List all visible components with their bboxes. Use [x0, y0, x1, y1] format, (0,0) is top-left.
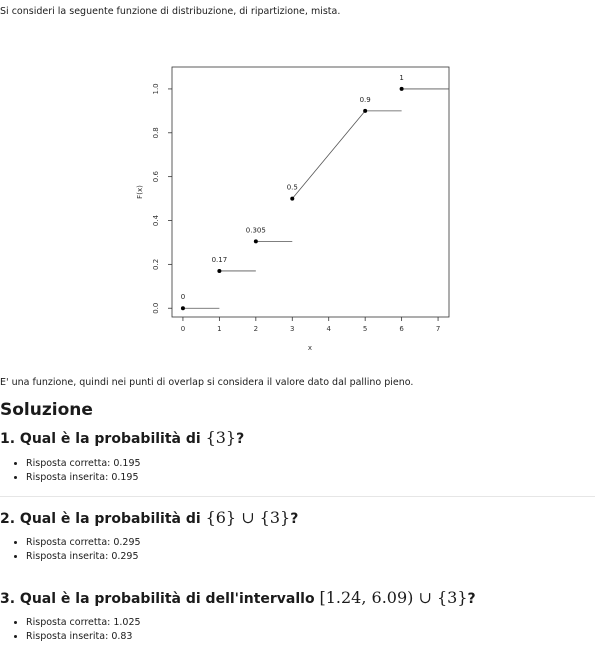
cdf-point-label-4: 0.9 [360, 96, 371, 104]
question-2-answers: Risposta corretta: 0.295 Risposta inseri… [0, 536, 141, 564]
x-tick-label-3: 3 [290, 325, 294, 333]
cdf-point-label-2: 0.305 [246, 226, 266, 234]
question-2-prefix: 2. Qual è la probabilità di [0, 511, 206, 527]
y-axis-label: F(x) [136, 185, 144, 199]
question-1-prefix: 1. Qual è la probabilità di [0, 431, 206, 447]
correct-answer-2: Risposta corretta: 0.295 [26, 536, 141, 550]
cdf-point-label-3: 0.5 [287, 184, 298, 192]
cdf-point-label-1: 0.17 [212, 256, 228, 264]
cdf-point-1 [217, 268, 222, 273]
question-1: 1. Qual è la probabilità di {3}? [0, 428, 244, 447]
plot-frame [171, 66, 450, 318]
y-tick-label-2: 0.4 [152, 214, 160, 226]
cdf-point-4 [363, 108, 368, 113]
cdf-point-3 [290, 196, 295, 201]
y-tick-label-3: 0.6 [152, 171, 160, 183]
correct-answer-3: Risposta corretta: 1.025 [26, 616, 141, 630]
question-2-suffix: ? [290, 511, 299, 527]
question-1-math: {3} [205, 428, 237, 447]
x-tick-label-2: 2 [254, 325, 258, 333]
given-answer-3: Risposta inserita: 0.83 [26, 630, 141, 644]
x-tick-label-5: 5 [363, 325, 367, 333]
question-3: 3. Qual è la probabilità di dell'interva… [0, 588, 476, 607]
correct-answer-1: Risposta corretta: 0.195 [26, 457, 141, 471]
question-2: 2. Qual è la probabilità di {6} ∪ {3}? [0, 508, 298, 527]
x-tick-label-4: 4 [326, 325, 331, 333]
y-tick-label-0: 0.0 [152, 303, 160, 314]
cdf-point-5 [399, 86, 404, 91]
x-tick-label-0: 0 [181, 325, 185, 333]
x-tick-label-7: 7 [436, 325, 440, 333]
y-tick-label-1: 0.2 [152, 259, 160, 270]
intro-text: Si consideri la seguente funzione di dis… [0, 6, 341, 17]
x-tick-label-1: 1 [217, 325, 221, 333]
cdf-point-label-0: 0 [181, 293, 185, 301]
question-3-math: [1.24, 6.09) ∪ {3} [319, 588, 468, 607]
note-text: E' una funzione, quindi nei punti di ove… [0, 377, 414, 388]
question-1-answers: Risposta corretta: 0.195 Risposta inseri… [0, 457, 141, 485]
cdf-point-2 [253, 239, 258, 244]
x-axis-label: x [308, 344, 312, 352]
cdf-point-label-5: 1 [399, 74, 403, 82]
question-3-answers: Risposta corretta: 1.025 Risposta inseri… [0, 616, 141, 644]
question-2-math: {6} ∪ {3} [205, 508, 291, 527]
cdf-chart: 0 1 2 3 4 5 6 7 0.0 0.2 0.4 0.6 0.8 1.0 0 0.17 0.305 0.5 0… [136, 66, 450, 352]
cdf-point-0 [180, 306, 185, 311]
question-3-suffix: ? [467, 591, 476, 607]
given-answer-1: Risposta inserita: 0.195 [26, 471, 141, 485]
question-1-suffix: ? [236, 431, 245, 447]
y-tick-label-5: 1.0 [152, 83, 160, 94]
question-3-prefix: 3. Qual è la probabilità di dell'interva… [0, 591, 320, 607]
x-tick-label-6: 6 [399, 325, 404, 333]
solution-title: Soluzione [0, 400, 93, 420]
cdf-segment-3 [291, 110, 366, 199]
y-tick-label-4: 0.8 [152, 127, 160, 138]
given-answer-2: Risposta inserita: 0.295 [26, 550, 141, 564]
divider [0, 496, 595, 497]
